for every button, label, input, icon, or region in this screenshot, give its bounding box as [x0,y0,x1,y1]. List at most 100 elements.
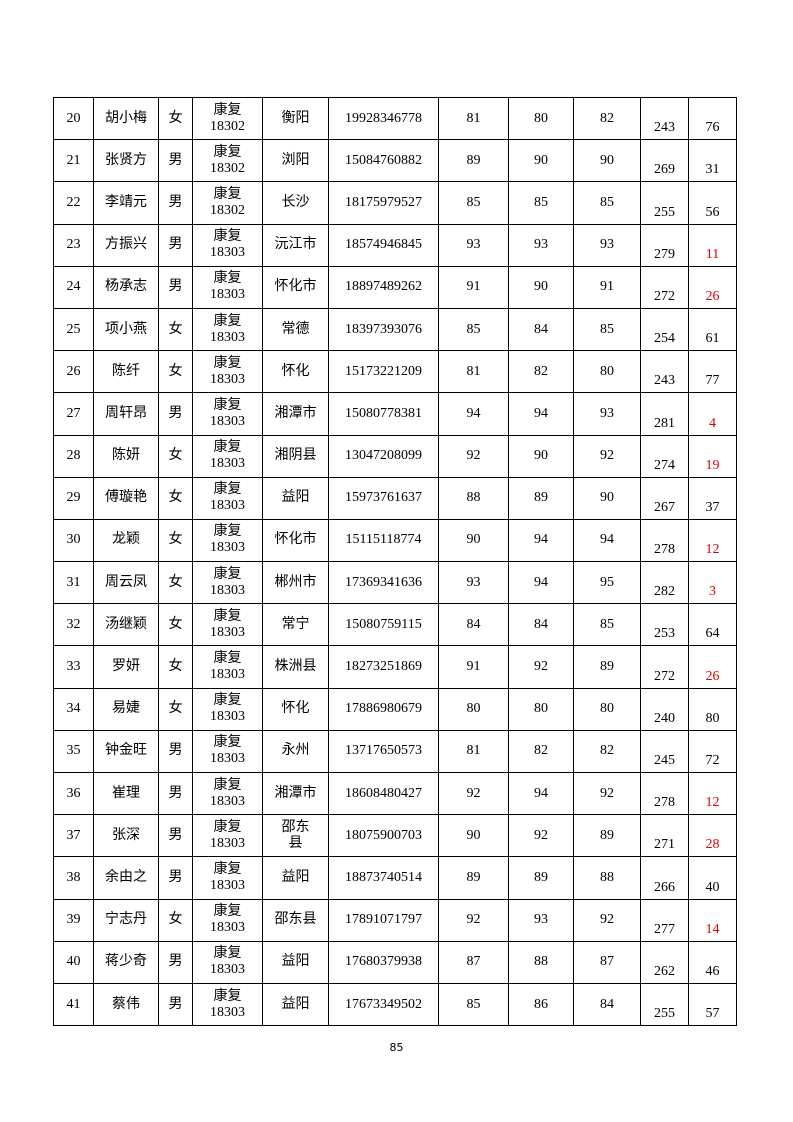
score-2: 94 [508,561,574,605]
phone: 17369341636 [328,561,439,605]
hometown: 常宁 [262,603,329,647]
phone: 19928346778 [328,96,439,141]
student-name: 周轩昂 [93,392,159,436]
score-1: 94 [438,392,509,436]
score-1: 91 [438,265,509,309]
phone: 15173221209 [328,350,439,394]
score-2: 80 [508,96,574,141]
row-number: 32 [53,603,94,647]
total-score: 281 [640,392,689,436]
student-name: 汤继颖 [93,603,159,647]
total-score: 274 [640,434,689,478]
score-1: 92 [438,771,509,816]
class-name: 康复 18302 [192,139,263,183]
score-3: 92 [573,771,641,816]
phone: 13047208099 [328,434,439,478]
rank: 76 [688,96,737,141]
phone: 17886980679 [328,687,439,731]
phone: 15080778381 [328,392,439,436]
score-3: 95 [573,561,641,605]
student-name: 宁志丹 [93,898,159,942]
phone: 18075900703 [328,814,439,858]
phone: 15973761637 [328,476,439,520]
phone: 18897489262 [328,265,439,309]
row-number: 21 [53,139,94,183]
student-name: 崔理 [93,771,159,816]
row-number: 20 [53,96,94,141]
table-row: 31 周云凤女康复 18303 郴州市 17369341636 93 94 95 282 3 [53,561,737,605]
rank: 19 [688,434,737,478]
score-2: 90 [508,265,574,309]
score-3: 91 [573,265,641,309]
table-row: 41 蔡伟男康复 18303 益阳 17673349502 85 86 84 255 57 [53,982,737,1027]
class-name: 康复 18303 [192,729,263,774]
hometown: 怀化市 [262,265,329,309]
score-1: 81 [438,96,509,141]
rank: 77 [688,350,737,394]
rank: 40 [688,856,737,900]
total-score: 269 [640,139,689,183]
gender: 女 [158,307,193,352]
phone: 15115118774 [328,518,439,563]
hometown: 浏阳 [262,139,329,183]
hometown: 益阳 [262,940,329,984]
student-name: 易婕 [93,687,159,731]
gender: 女 [158,96,193,141]
score-2: 82 [508,729,574,774]
score-1: 92 [438,434,509,478]
score-3: 93 [573,392,641,436]
rank: 11 [688,223,737,267]
score-2: 89 [508,856,574,900]
rank: 12 [688,518,737,563]
gender: 女 [158,687,193,731]
total-score: 262 [640,940,689,984]
phone: 18397393076 [328,307,439,352]
total-score: 255 [640,982,689,1027]
class-name: 康复 18303 [192,476,263,520]
total-score: 278 [640,518,689,563]
score-1: 81 [438,350,509,394]
student-name: 余由之 [93,856,159,900]
row-number: 40 [53,940,94,984]
score-3: 85 [573,603,641,647]
hometown: 沅江市 [262,223,329,267]
gender: 男 [158,856,193,900]
hometown: 常德 [262,307,329,352]
class-name: 康复 18303 [192,434,263,478]
student-name: 周云凤 [93,561,159,605]
hometown: 益阳 [262,856,329,900]
rank: 64 [688,603,737,647]
hometown: 长沙 [262,181,329,225]
score-2: 89 [508,476,574,520]
student-name: 胡小梅 [93,96,159,141]
table-row: 28 陈妍女康复 18303 湘阴县 13047208099 92 90 92 274 19 [53,434,737,478]
total-score: 271 [640,814,689,858]
table-row: 32 汤继颖女康复 18303 常宁 15080759115 84 84 85 253 64 [53,603,737,647]
table-row: 23 方振兴男康复 18303 沅江市 18574946845 93 93 93 279 11 [53,223,737,267]
gender: 男 [158,729,193,774]
student-name: 龙颖 [93,518,159,563]
score-3: 87 [573,940,641,984]
student-name: 钟金旺 [93,729,159,774]
score-3: 80 [573,350,641,394]
hometown: 怀化 [262,687,329,731]
score-table: 20 胡小梅女康复 18302 衡阳 19928346778 81 80 82 243 76 21… [53,96,737,1027]
table-row: 34 易婕女康复 18303 怀化 17886980679 80 80 80 240 80 [53,687,737,731]
class-name: 康复 18303 [192,223,263,267]
gender: 女 [158,434,193,478]
gender: 女 [158,645,193,689]
row-number: 26 [53,350,94,394]
class-name: 康复 18303 [192,392,263,436]
row-number: 35 [53,729,94,774]
phone: 17673349502 [328,982,439,1027]
rank: 61 [688,307,737,352]
table-row: 30 龙颖女康复 18303 怀化市 15115118774 90 94 94 278 12 [53,518,737,563]
hometown: 邵东 县 [262,814,329,858]
class-name: 康复 18303 [192,518,263,563]
hometown: 湘潭市 [262,392,329,436]
table-row: 26 陈纤女康复 18303 怀化 15173221209 81 82 80 243 77 [53,350,737,394]
score-2: 90 [508,434,574,478]
phone: 18273251869 [328,645,439,689]
class-name: 康复 18303 [192,645,263,689]
